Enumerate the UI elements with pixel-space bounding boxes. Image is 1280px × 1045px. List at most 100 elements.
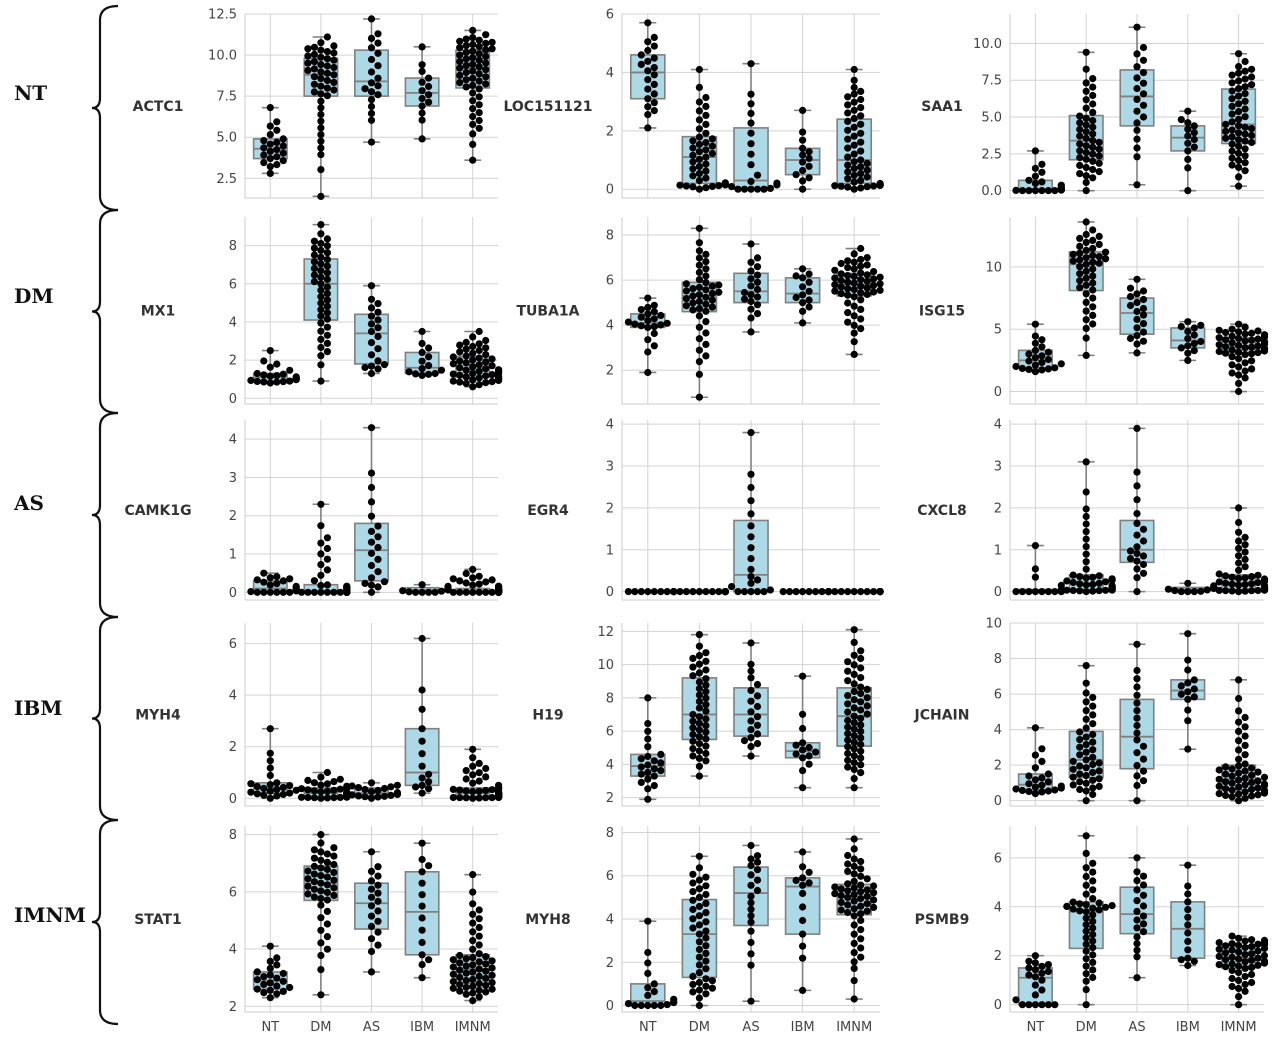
data-point	[805, 287, 813, 295]
data-point	[374, 907, 382, 915]
data-point	[850, 65, 858, 74]
data-point	[469, 140, 477, 148]
box-nt	[1012, 147, 1065, 195]
data-point	[266, 140, 274, 148]
data-point	[456, 79, 464, 87]
data-point	[644, 720, 652, 728]
y-tick-label: 2	[229, 354, 237, 369]
data-point	[850, 321, 858, 329]
data-point	[1082, 535, 1090, 543]
data-point	[721, 588, 729, 596]
data-point	[644, 38, 652, 46]
data-point	[844, 743, 852, 751]
data-point	[317, 966, 325, 974]
data-point	[475, 993, 483, 1001]
data-point	[1057, 360, 1065, 368]
data-point	[367, 362, 376, 370]
data-point	[1133, 974, 1141, 982]
data-point	[1235, 934, 1243, 942]
data-point	[488, 786, 496, 794]
data-point	[1248, 956, 1256, 964]
data-point	[418, 839, 426, 847]
data-point	[1248, 936, 1256, 944]
data-point	[1241, 732, 1249, 740]
data-point	[1031, 147, 1039, 155]
data-point	[799, 903, 807, 911]
data-point	[418, 109, 426, 117]
data-point	[462, 588, 470, 596]
data-point	[1089, 924, 1097, 932]
data-point	[702, 749, 710, 758]
data-point	[695, 140, 704, 148]
data-point	[1089, 784, 1097, 792]
data-point	[482, 46, 490, 54]
data-point	[1197, 337, 1205, 346]
data-point	[449, 956, 457, 964]
data-point	[799, 784, 807, 792]
data-point	[367, 295, 376, 303]
data-point	[317, 361, 325, 369]
data-point	[1139, 287, 1148, 295]
data-point	[367, 351, 376, 359]
box-dm	[681, 852, 718, 1010]
data-point	[367, 339, 376, 347]
data-point	[469, 871, 477, 879]
data-point	[799, 767, 807, 775]
y-tick-label: 6	[229, 637, 237, 652]
data-point	[1051, 786, 1059, 794]
data-point	[310, 264, 318, 272]
data-point	[850, 651, 858, 659]
data-point	[1031, 354, 1039, 362]
data-point	[715, 288, 723, 296]
data-point	[702, 918, 710, 926]
data-point	[850, 890, 858, 899]
data-point	[1184, 335, 1192, 343]
data-point	[747, 429, 755, 437]
data-point	[1235, 182, 1243, 190]
data-point	[367, 483, 376, 492]
data-point	[1082, 558, 1090, 566]
data-point	[850, 158, 858, 166]
data-point	[304, 786, 312, 794]
data-point	[323, 920, 331, 928]
data-point	[1248, 81, 1256, 89]
data-point	[844, 730, 852, 738]
data-point	[1133, 877, 1141, 885]
data-point	[1222, 572, 1230, 580]
data-point	[1235, 544, 1243, 553]
data-point	[1184, 147, 1192, 155]
data-point	[753, 301, 762, 309]
data-point	[747, 119, 755, 127]
data-point	[702, 899, 710, 908]
data-point	[266, 169, 274, 177]
data-point	[1241, 774, 1249, 782]
data-point	[462, 983, 470, 992]
data-point	[850, 265, 858, 273]
data-point	[1184, 906, 1192, 914]
data-point	[1222, 770, 1230, 778]
data-point	[1133, 135, 1141, 143]
data-point	[1248, 963, 1256, 972]
data-point	[747, 961, 755, 969]
y-tick-label: 2	[994, 501, 1002, 516]
data-point	[374, 941, 382, 949]
data-point	[857, 87, 865, 95]
data-point	[317, 588, 325, 596]
data-point	[695, 704, 704, 712]
data-point	[317, 280, 325, 288]
data-point	[1082, 520, 1090, 528]
data-point	[399, 587, 407, 595]
data-point	[857, 754, 865, 762]
data-point	[644, 368, 652, 377]
data-point	[482, 52, 490, 61]
y-tick-label: 5	[994, 323, 1002, 338]
x-tick-label: NT	[639, 1020, 657, 1035]
data-point	[1025, 780, 1033, 788]
data-point	[1089, 150, 1097, 158]
data-point	[799, 710, 807, 718]
data-point	[462, 76, 470, 84]
data-point	[1133, 23, 1141, 31]
data-point	[631, 1001, 639, 1010]
data-point	[317, 914, 325, 922]
data-point	[1089, 251, 1097, 260]
